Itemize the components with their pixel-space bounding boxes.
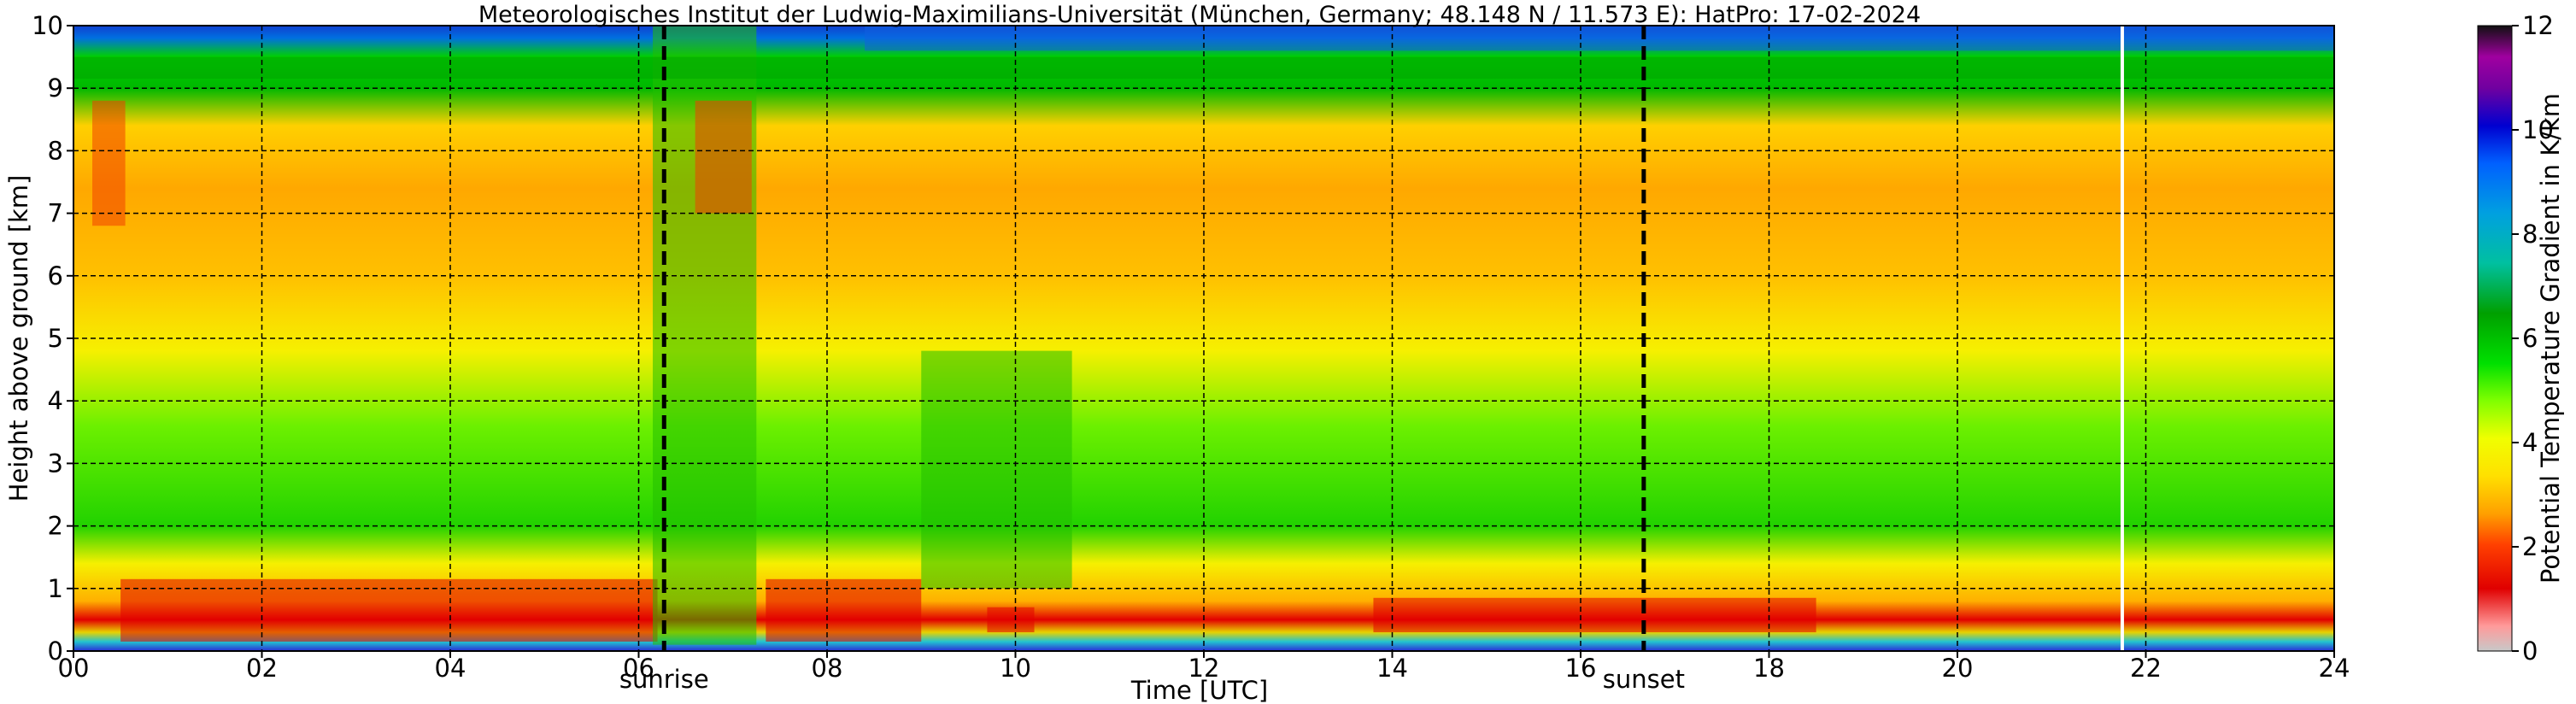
x-tick-label: 02 [246, 654, 278, 683]
data-gap [2120, 26, 2124, 651]
x-tick-label: 18 [1753, 654, 1785, 683]
y-tick-label: 8 [48, 136, 63, 165]
y-tick-label: 3 [48, 449, 63, 478]
field-patch [92, 100, 126, 226]
colorbar-label: Potential Temperature Gradient in K/km [2536, 93, 2565, 584]
plot-area [73, 25, 2335, 652]
y-tick-label: 6 [48, 261, 63, 290]
colorbar-tick-label: 10 [2522, 115, 2554, 144]
y-tick-label: 1 [48, 574, 63, 603]
x-tick-label: 14 [1376, 654, 1408, 683]
colorbar-tick-label: 6 [2522, 324, 2538, 353]
marker-label-sunrise: sunrise [619, 665, 709, 694]
x-tick-label: 20 [1942, 654, 1974, 683]
x-tick-label: 04 [435, 654, 466, 683]
x-tick-label: 16 [1565, 654, 1597, 683]
x-axis-label: Time [UTC] [1130, 676, 1268, 704]
field-patch [120, 578, 658, 642]
x-tick-label: 00 [58, 654, 90, 683]
y-tick-label: 2 [48, 512, 63, 541]
field-patch [921, 350, 1072, 589]
chart-title: Meteorologisches Institut der Ludwig-Max… [478, 2, 1921, 28]
field-patch [987, 607, 1035, 633]
x-tick-label: 06 [623, 654, 654, 683]
colorbar-tick-label: 12 [2522, 11, 2554, 40]
y-tick-label: 9 [48, 73, 63, 103]
field-patch [766, 578, 922, 642]
field-patch [865, 26, 2334, 51]
y-tick-label: 7 [48, 199, 63, 228]
y-tick-label: 4 [48, 386, 63, 415]
x-tick-label: 08 [812, 654, 843, 683]
colorbar: 0 2 4 6 8 10 12 Potential Temperature Gradient… [2477, 11, 2565, 666]
y-tick-label: 10 [32, 11, 63, 40]
y-axis-label: Height above ground [km] [4, 175, 33, 502]
y-tick-label: 5 [48, 324, 63, 353]
colorbar-tick-label: 2 [2522, 532, 2538, 561]
x-tick-label: 22 [2130, 654, 2162, 683]
x-tick-label: 24 [2319, 654, 2350, 683]
y-tick-label: 0 [48, 637, 63, 666]
marker-label-sunset: sunset [1603, 665, 1685, 694]
field-patch [1373, 597, 1816, 633]
field-patch [695, 100, 752, 214]
colorbar-tick-label: 8 [2522, 220, 2538, 249]
colorbar-tick-label: 0 [2522, 637, 2538, 666]
x-tick-label: 10 [1000, 654, 1031, 683]
x-tick-label: 12 [1188, 654, 1220, 683]
colorbar-scale [2477, 25, 2513, 652]
colorbar-tick-label: 4 [2522, 428, 2538, 457]
